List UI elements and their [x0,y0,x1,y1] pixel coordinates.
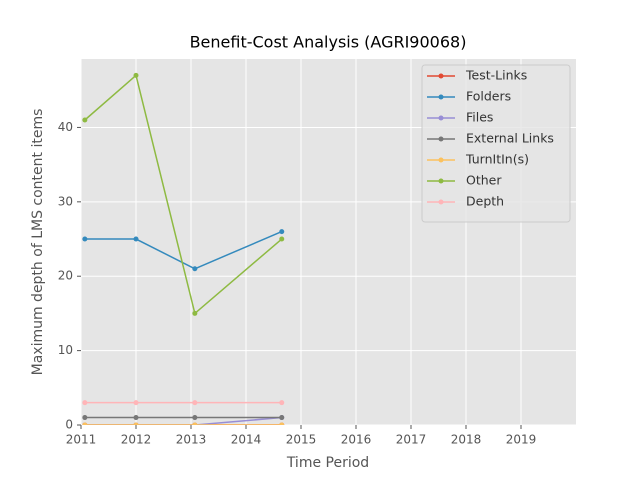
series-line [84,230,283,270]
legend-box [421,64,571,223]
legend-label: Test-Links [465,68,527,83]
x-tick-label: 2011 [66,433,97,447]
x-tick-label: 2013 [176,433,207,447]
legend-marker [438,115,444,121]
legend-label: Depth [466,194,504,209]
data-point [192,266,198,272]
x-tick-label: 2014 [231,433,262,447]
data-point [192,415,198,421]
legend-label: Folders [466,89,511,104]
data-point [279,229,285,235]
legend: Test-Links Folders Files External Links Turn… [421,64,571,223]
data-point [192,400,198,406]
series-line [84,73,283,315]
chart-title: Benefit-Cost Analysis (AGRI90068) [190,33,467,52]
data-point [133,415,139,421]
legend-label: Other [466,173,502,188]
data-point [82,422,88,425]
data-point [82,400,88,406]
data-point [133,72,139,78]
y-tick-label: 0 [65,418,73,432]
y-tick-label: 10 [58,343,73,357]
legend-marker [438,157,444,163]
x-tick-label: 2017 [396,433,427,447]
x-tick-label: 2016 [341,433,372,447]
data-point [133,422,139,425]
lines [82,72,285,425]
data-point [192,422,198,425]
data-point [192,310,198,316]
data-point [82,415,88,421]
data-point [82,117,88,123]
legend-marker [438,94,444,100]
legend-marker [438,199,444,205]
x-tick-label: 2018 [451,433,482,447]
y-tick-label: 40 [58,120,73,134]
data-point [279,236,285,242]
x-axis-label: Time Period [286,455,369,471]
data-point [279,400,285,406]
x-tick-label: 2015 [286,433,317,447]
legend-marker [438,73,444,79]
ticks: 2011 2012 2013 2014 2015 2016 2017 2018 2019 0 10 2… [58,120,537,447]
data-point [82,236,88,242]
legend-marker [438,136,444,142]
data-point [279,415,285,421]
y-axis-label: Maximum depth of LMS content items [30,109,46,376]
legend-marker [438,178,444,184]
legend-label: External Links [466,131,554,146]
legend-label: Files [466,110,493,125]
data-point [279,422,285,425]
series-line [84,416,282,425]
data-point [133,236,139,242]
y-tick-label: 20 [58,269,73,283]
x-tick-label: 2019 [506,433,537,447]
y-tick-label: 30 [58,194,73,208]
legend-label: TurnItIn(s) [465,152,529,167]
data-point [133,400,139,406]
x-tick-label: 2012 [121,433,152,447]
